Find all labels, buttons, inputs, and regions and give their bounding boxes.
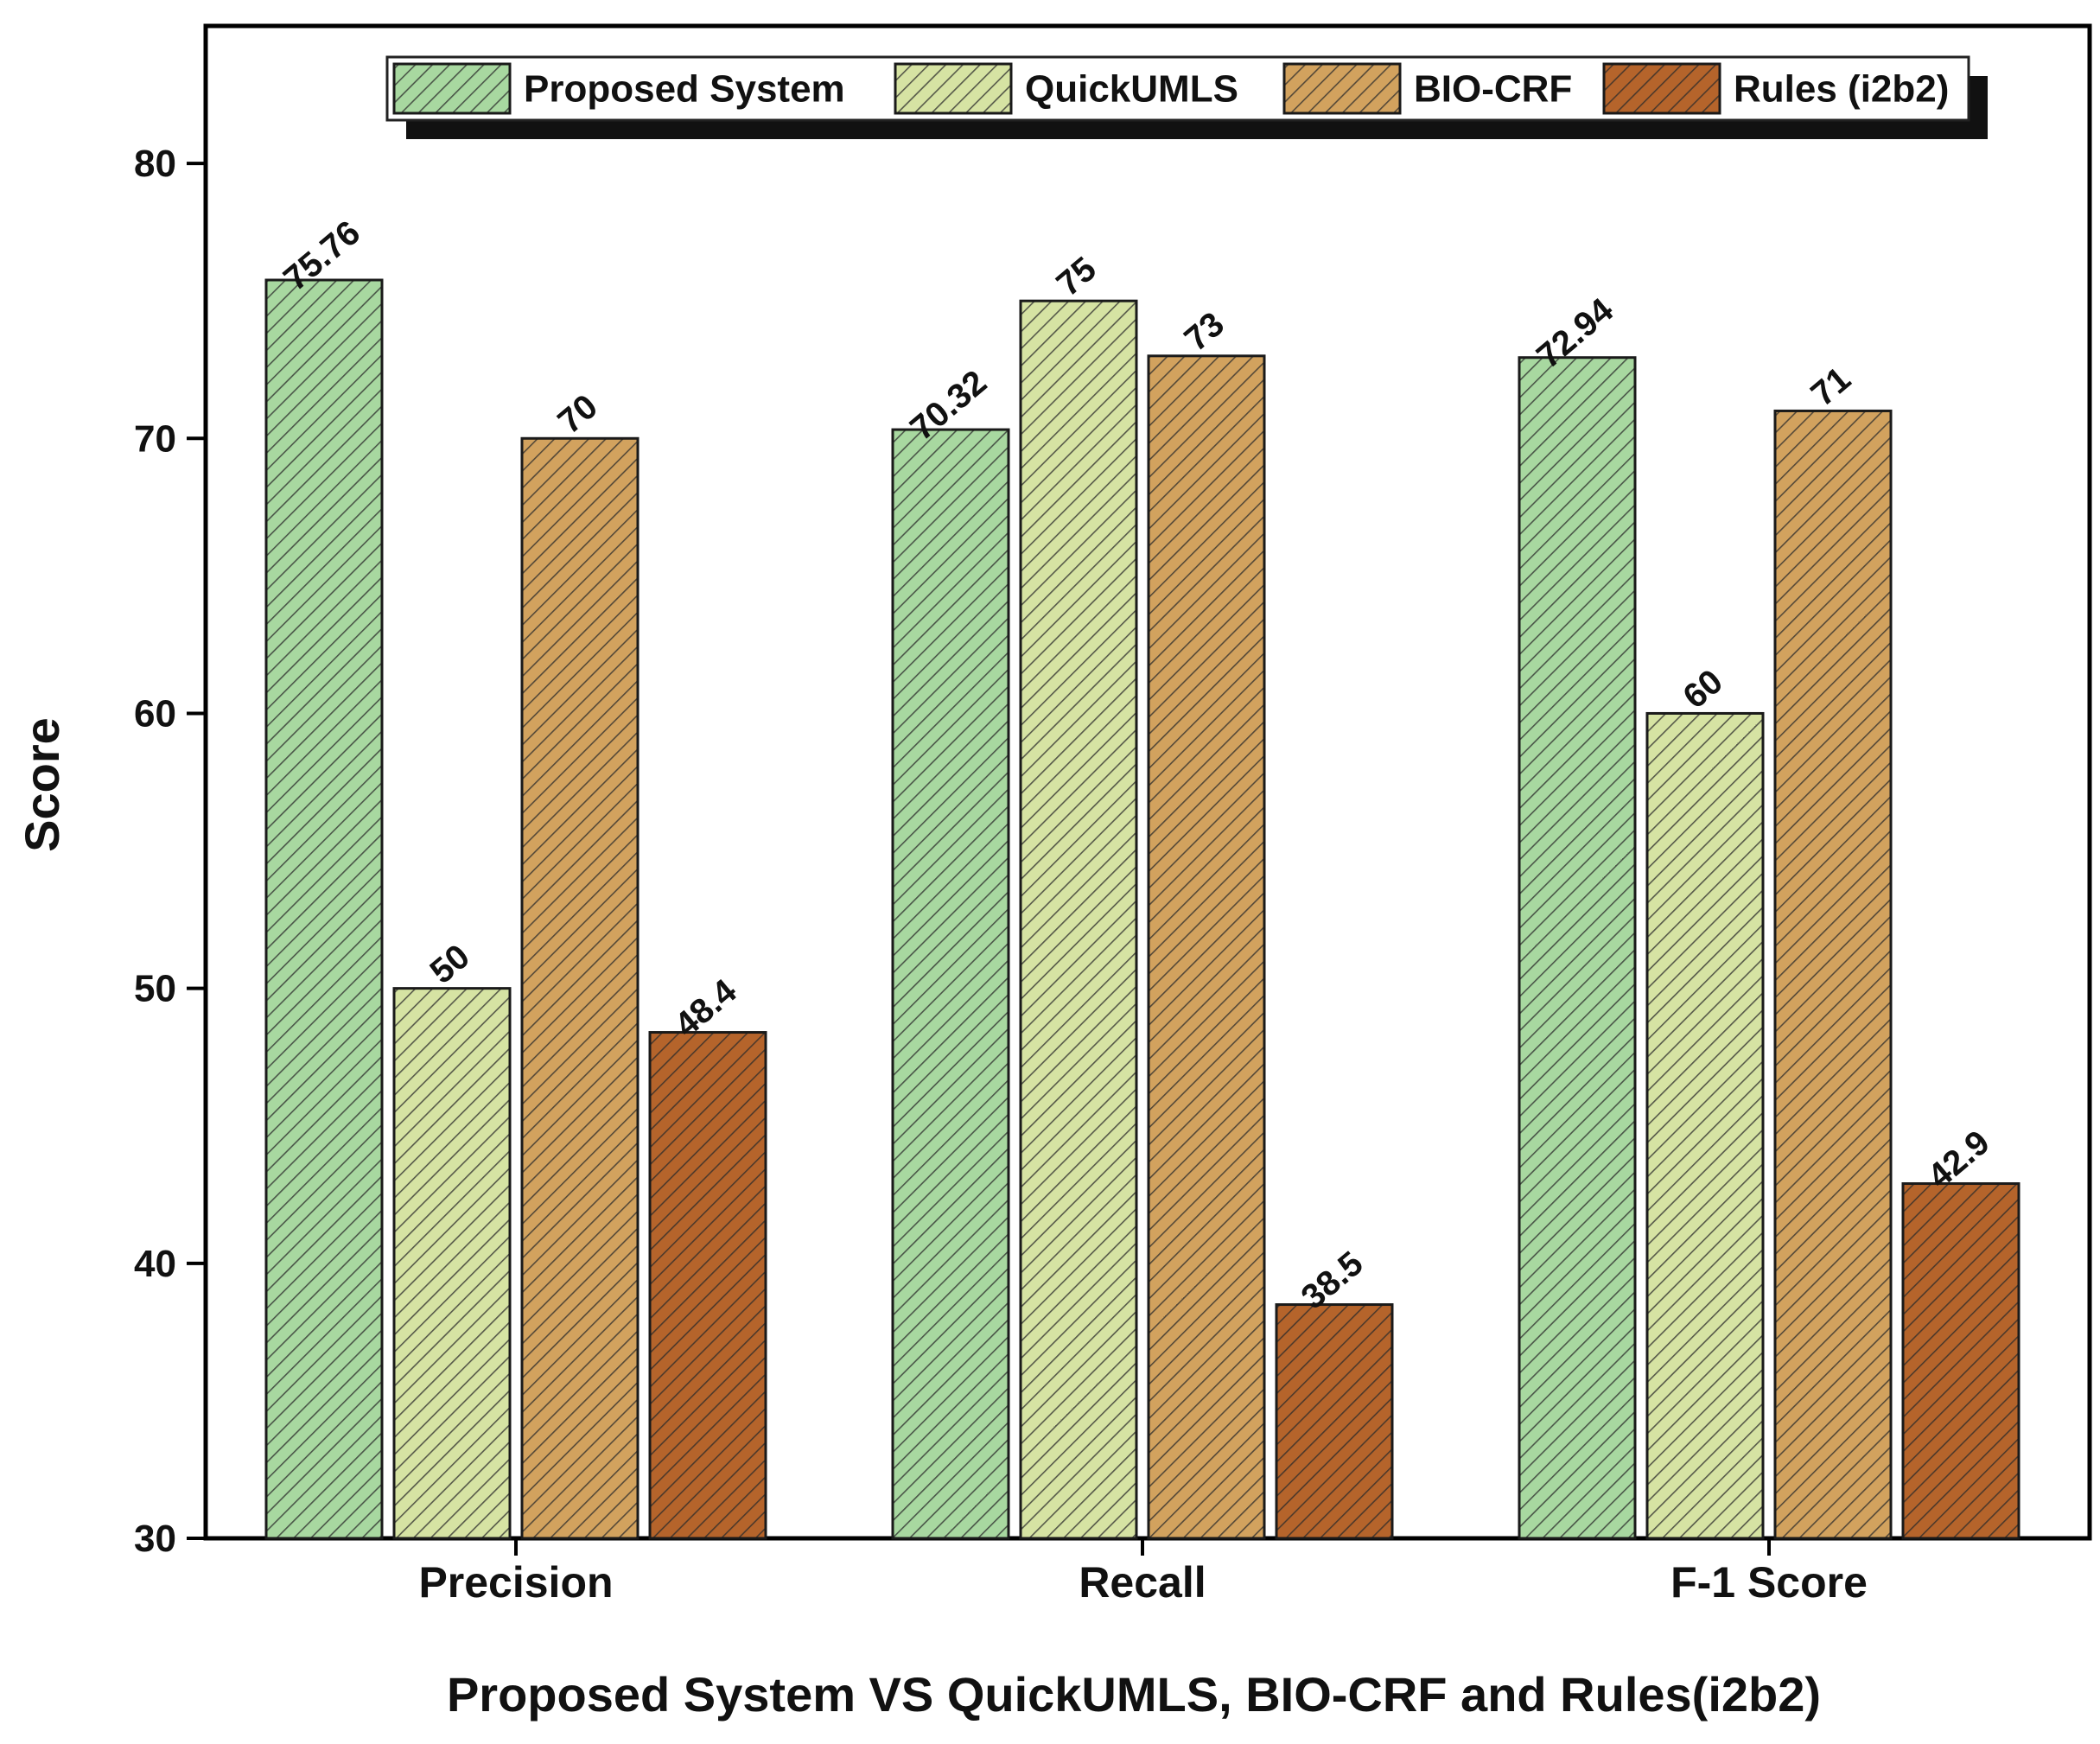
bar-quickumls-recall xyxy=(1019,299,1138,1540)
bar-bio-crf-precision xyxy=(520,436,640,1540)
y-tick-label-50: 50 xyxy=(134,968,176,1010)
x-tick-label-f-1-score: F-1 Score xyxy=(1670,1558,1868,1607)
y-tick-label-60: 60 xyxy=(134,692,176,735)
legend-swatch-proposed-system xyxy=(392,62,512,115)
bar-proposed-system-recall xyxy=(891,428,1010,1540)
legend-item-quickumls: QuickUMLS xyxy=(894,62,1238,115)
data-label-quickumls-precision: 50 xyxy=(423,938,476,991)
y-tick-label-80: 80 xyxy=(134,143,176,185)
x-tick-label-recall: Recall xyxy=(1079,1558,1206,1607)
bar-group xyxy=(264,278,2020,1540)
legend-item-proposed-system: Proposed System xyxy=(392,62,845,115)
bar-quickumls-precision xyxy=(392,987,512,1540)
y-tick-label-70: 70 xyxy=(134,417,176,460)
data-label-bio-crf-recall: 73 xyxy=(1177,305,1231,359)
bar-proposed-system-f-1-score xyxy=(1518,356,1637,1540)
legend-item-bio-crf: BIO-CRF xyxy=(1282,62,1572,115)
y-tick-label-40: 40 xyxy=(134,1243,176,1285)
y-axis: 30 40 50 60 70 80 xyxy=(134,143,206,1560)
data-label-bio-crf-f-1-score: 71 xyxy=(1804,360,1857,413)
x-axis: Precision Recall F-1 Score xyxy=(418,1538,1868,1607)
bar-bio-crf-recall xyxy=(1147,354,1266,1540)
legend: Proposed System QuickUMLS BIO-CRF Rules (i2… xyxy=(385,55,1988,139)
data-label-quickumls-f-1-score: 60 xyxy=(1676,662,1729,716)
legend-item-rules-i2b2: Rules (i2b2) xyxy=(1602,62,1949,115)
legend-swatch-quickumls xyxy=(894,62,1013,115)
bar-rules-i2b2-precision xyxy=(648,1031,767,1540)
y-axis-title: Score xyxy=(15,717,69,852)
bar-bio-crf-f-1-score xyxy=(1773,409,1893,1540)
y-tick-label-30: 30 xyxy=(134,1518,176,1560)
x-axis-title: Proposed System VS QuickUMLS, BIO-CRF an… xyxy=(447,1667,1821,1722)
bar-proposed-system-precision xyxy=(264,278,384,1540)
legend-label-quickumls: QuickUMLS xyxy=(1025,68,1238,111)
legend-label-proposed-system: Proposed System xyxy=(524,68,845,111)
bar-rules-i2b2-f-1-score xyxy=(1901,1182,2020,1540)
legend-label-rules-i2b2: Rules (i2b2) xyxy=(1734,68,1949,111)
data-label-quickumls-recall: 75 xyxy=(1049,250,1103,303)
x-tick-label-precision: Precision xyxy=(418,1558,613,1607)
bar-rules-i2b2-recall xyxy=(1275,1303,1394,1540)
data-label-bio-crf-precision: 70 xyxy=(550,387,604,441)
legend-swatch-bio-crf xyxy=(1282,62,1402,115)
legend-swatch-rules-i2b2 xyxy=(1602,62,1721,115)
legend-label-bio-crf: BIO-CRF xyxy=(1414,68,1572,111)
bar-quickumls-f-1-score xyxy=(1645,711,1765,1540)
